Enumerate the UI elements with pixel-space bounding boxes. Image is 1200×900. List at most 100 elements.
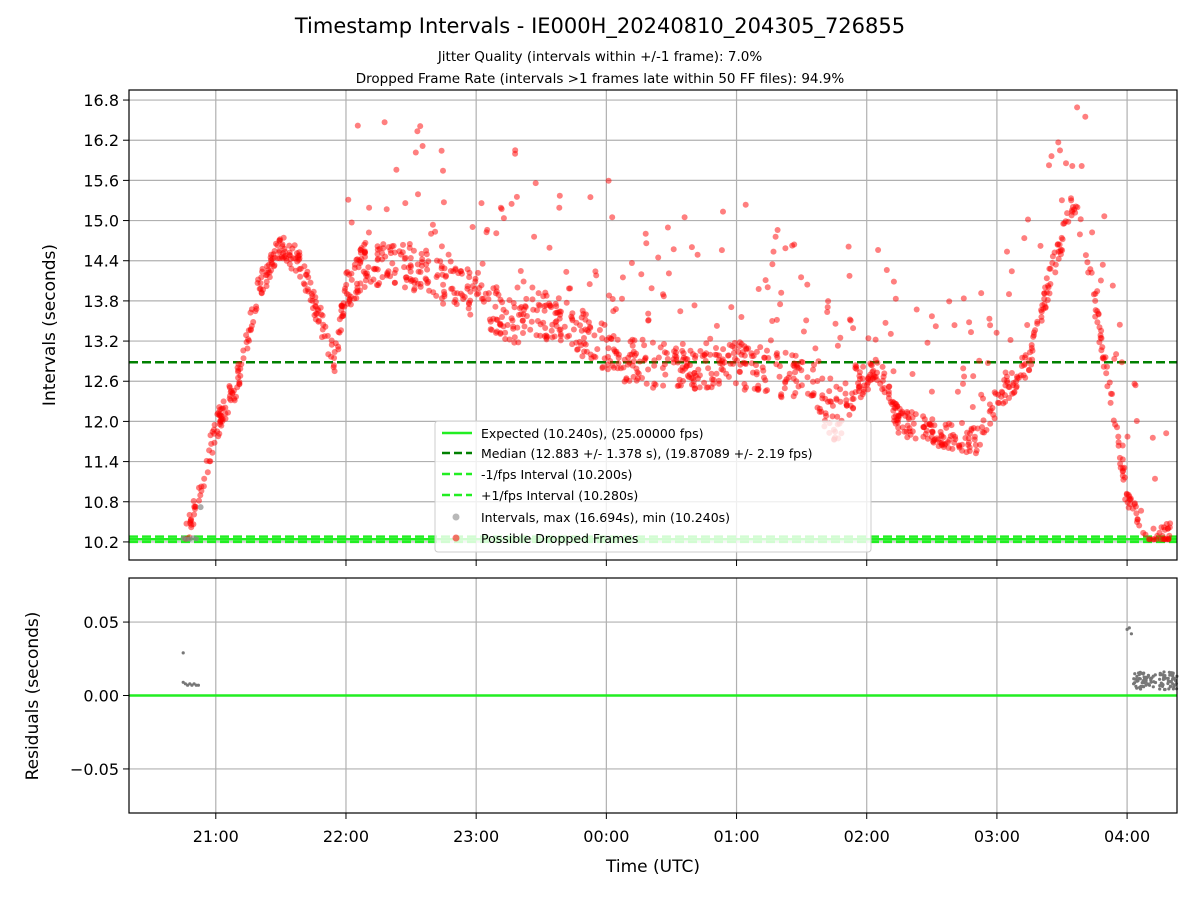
dropped-frame-point (322, 323, 329, 330)
dropped-frame-point (789, 352, 796, 359)
residual-point (1161, 677, 1165, 682)
dropped-frame-point (966, 448, 973, 454)
dropped-frame-point (521, 323, 528, 330)
dropped-frame-point (882, 319, 889, 326)
dropped-frame-point (829, 402, 836, 409)
dropped-frame-point (475, 290, 482, 297)
residual-point (1140, 681, 1144, 685)
residual-point (1162, 670, 1166, 674)
dropped-frame-point (432, 228, 439, 235)
dropped-frame-point (619, 295, 625, 302)
dropped-frame-point (587, 351, 594, 358)
dropped-frame-point (183, 520, 190, 527)
legend: Expected (10.240s), (25.00000 fps) Media… (434, 420, 872, 553)
dropped-frame-point (226, 383, 233, 389)
residual-point (1149, 680, 1153, 684)
dropped-frame-point (1006, 395, 1012, 401)
dropped-frame-point (987, 322, 994, 329)
dropped-frame-point (367, 278, 374, 285)
dropped-frame-point (738, 314, 745, 320)
dropped-frame-point (665, 270, 672, 277)
dropped-frame-point (411, 280, 418, 286)
dropped-frame-point (440, 199, 447, 206)
top-y-tick-label: 10.8 (83, 493, 119, 512)
dropped-frame-point (681, 214, 688, 221)
dropped-frame-point (1084, 259, 1091, 266)
dropped-frame-point (362, 277, 369, 284)
dropped-frame-point (660, 291, 666, 298)
residual-point (1158, 677, 1162, 681)
dropped-frame-point (493, 329, 499, 336)
dropped-frame-point (266, 274, 273, 281)
dropped-frame-point (601, 321, 608, 328)
dropped-frame-point (1043, 275, 1050, 282)
dropped-frame-point (708, 370, 715, 377)
dropped-frame-point (651, 362, 658, 369)
dropped-frame-point (1057, 251, 1064, 258)
dropped-frame-point (591, 332, 598, 339)
legend-intervals-label: Intervals, max (16.694s), min (10.240s) (481, 510, 730, 525)
dropped-frame-point (211, 421, 218, 428)
dropped-frame-point (865, 386, 871, 393)
dropped-frame-point (1039, 302, 1046, 309)
dropped-frame-point (944, 439, 951, 446)
dropped-frame-point (993, 329, 1000, 336)
dropped-frame-point (793, 378, 800, 385)
dropped-frame-point (443, 272, 449, 279)
dropped-frame-point (379, 274, 386, 281)
dropped-frame-point (1008, 268, 1015, 275)
dropped-frame-point (244, 345, 251, 352)
dropped-frame-point (726, 341, 733, 348)
dropped-frame-point (380, 245, 387, 252)
dropped-frame-point (701, 379, 708, 386)
dropped-frame-point (569, 341, 576, 348)
dropped-frame-point (810, 378, 816, 385)
residual-point (1142, 685, 1146, 689)
dropped-frame-point (252, 308, 259, 315)
dropped-frame-point (837, 334, 844, 341)
dropped-frame-point (629, 362, 636, 369)
dropped-frame-point (890, 368, 897, 375)
dropped-frame-point (661, 361, 668, 368)
dropped-frame-point (1069, 163, 1076, 169)
dropped-frame-point (237, 365, 244, 372)
dropped-frame-point (829, 413, 836, 420)
dropped-frame-point (1058, 234, 1065, 241)
dropped-frame-point (736, 368, 743, 375)
dropped-frame-point (864, 381, 871, 388)
dropped-frame-point (191, 511, 198, 518)
dropped-frame-point (695, 375, 701, 382)
dropped-frame-point (502, 329, 509, 336)
dropped-frame-point (494, 317, 501, 323)
dropped-frame-point (543, 336, 550, 343)
dropped-frame-point (536, 302, 543, 309)
dropped-frame-point (1037, 242, 1044, 249)
x-tick-label: 04:00 (1104, 827, 1150, 846)
top-y-tick-label: 10.2 (83, 533, 119, 552)
dropped-frame-point (966, 319, 973, 326)
dropped-frame-point (1116, 321, 1123, 328)
dropped-frame-point (1164, 525, 1171, 532)
dropped-frame-point (447, 268, 454, 274)
dropped-frame-point (1056, 241, 1063, 248)
dropped-frame-point (542, 325, 549, 331)
dropped-frame-point (467, 311, 474, 318)
dropped-frame-point (247, 326, 254, 333)
dropped-frame-point (1072, 209, 1079, 216)
legend-box (434, 420, 872, 553)
residual-point (1144, 683, 1148, 687)
dropped-frame-point (610, 364, 617, 371)
dropped-frame-point (800, 328, 807, 335)
dropped-frame-point (613, 348, 620, 355)
dropped-frame-point (792, 369, 799, 376)
dropped-frame-point (375, 255, 382, 262)
dropped-frame-point (738, 351, 745, 358)
dropped-frame-point (847, 317, 854, 324)
dropped-frame-point (1113, 351, 1120, 358)
dropped-frame-point (1124, 433, 1131, 440)
dropped-frame-point (438, 265, 445, 272)
dropped-frame-point (995, 391, 1002, 398)
dropped-frame-point (517, 268, 524, 274)
dropped-frame-point (418, 250, 425, 257)
dropped-frame-point (362, 270, 369, 277)
